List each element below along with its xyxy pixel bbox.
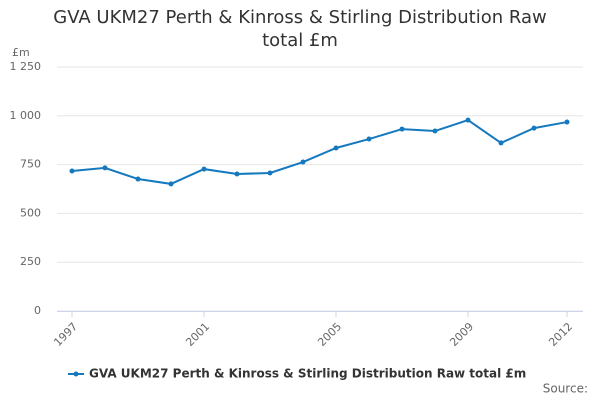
point [399,126,405,132]
point [465,117,471,123]
point [135,176,141,182]
point [102,165,108,171]
point [69,168,75,174]
y-tick-label: 0 [34,304,41,317]
point [333,145,339,151]
point [168,181,174,187]
point [432,128,438,134]
legend-marker [73,371,79,377]
y-tick-label: 1 250 [10,60,42,73]
y-tick-label: 250 [20,255,41,268]
series-line [71,118,568,185]
chart-title: GVA UKM27 Perth & Kinross & Stirling Dis… [53,7,547,51]
legend-label: GVA UKM27 Perth & Kinross & Stirling Dis… [89,367,526,381]
x-tick-label: 1997 [51,320,80,349]
point [531,125,537,131]
y-axis-label: £m [12,46,30,59]
legend-item: GVA UKM27 Perth & Kinross & Stirling Dis… [68,367,526,381]
point [201,166,207,172]
point [267,170,273,176]
y-tick-label: 750 [20,158,41,171]
point [300,159,306,165]
y-tick-label: 500 [20,206,41,219]
source: Source: [543,382,588,396]
x-tick-label: 2001 [183,320,212,349]
x-tick-label: 2009 [447,320,476,349]
point [234,171,240,177]
point [366,136,372,142]
point [498,140,504,146]
x-tick-label: 2005 [315,320,344,349]
x-tick-label: 2012 [546,320,575,349]
point [564,119,570,125]
y-tick-label: 1 000 [10,109,42,122]
